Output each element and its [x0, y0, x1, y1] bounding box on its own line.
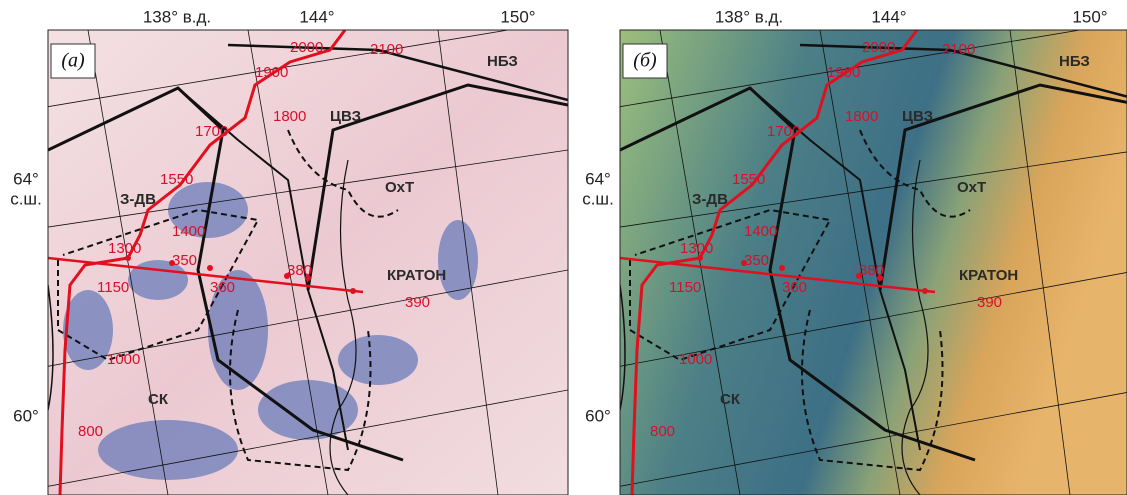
- distance-label: 800: [650, 423, 675, 440]
- region-label: НБЗ: [1059, 53, 1090, 70]
- region-label: ОхТ: [385, 179, 414, 196]
- latitude-label: 64°: [13, 169, 39, 188]
- longitude-label: 144°: [299, 7, 334, 26]
- panel-label: (б): [633, 50, 657, 72]
- distance-label: 1800: [273, 108, 306, 125]
- region-label: ЦВЗ: [330, 108, 361, 125]
- distance-label: 360: [210, 279, 235, 296]
- region-label: З-ДВ: [692, 191, 728, 208]
- profile-point: [922, 288, 928, 294]
- distance-label: 1400: [744, 223, 777, 240]
- distance-label: 1900: [255, 64, 288, 81]
- distance-label: 2100: [942, 41, 975, 58]
- map-panel: НБЗ ЦВЗ ОхТ З-ДВ КРАТОН СК 2000 2100 1900 1800 170…: [28, 20, 568, 495]
- panel-label: (а): [61, 50, 85, 72]
- longitude-label: 150°: [1072, 7, 1107, 26]
- distance-label: 1300: [108, 240, 141, 257]
- distance-label: 1550: [732, 171, 765, 188]
- anomaly: [338, 335, 418, 385]
- distance-label: 1550: [160, 171, 193, 188]
- profile-point: [779, 265, 785, 271]
- region-label: ОхТ: [957, 179, 986, 196]
- distance-label: 800: [78, 423, 103, 440]
- map-panel: НБЗ ЦВЗ ОхТ З-ДВ КРАТОН СК 2000 2100 1900 1800 170…: [600, 20, 1127, 495]
- distance-label: 1900: [827, 64, 860, 81]
- distance-label: 1150: [669, 279, 701, 296]
- longitude-label: 138° в.д.: [143, 7, 211, 26]
- distance-label: 1150: [97, 279, 129, 296]
- longitude-label: 150°: [500, 7, 535, 26]
- region-label: СК: [720, 391, 741, 408]
- region-label: КРАТОН: [959, 267, 1018, 284]
- anomaly: [98, 420, 238, 480]
- latitude-label: 64°: [585, 169, 611, 188]
- distance-label: 380: [859, 262, 884, 279]
- region-label: З-ДВ: [120, 191, 156, 208]
- anomaly: [258, 380, 358, 440]
- latitude-label: с.ш.: [582, 189, 614, 208]
- distance-label: 1700: [195, 123, 228, 140]
- distance-label: 380: [287, 262, 312, 279]
- figure: НБЗ ЦВЗ ОхТ З-ДВ КРАТОН СК 2000 2100 1900 1800 170…: [0, 0, 1127, 495]
- latitude-label: 60°: [585, 406, 611, 425]
- distance-label: 1300: [680, 240, 713, 257]
- distance-label: 1000: [679, 351, 712, 368]
- region-label: КРАТОН: [387, 267, 446, 284]
- distance-label: 1700: [767, 123, 800, 140]
- distance-label: 2100: [370, 41, 403, 58]
- distance-label: 1400: [172, 223, 205, 240]
- distance-label: 390: [977, 294, 1002, 311]
- profile-point: [207, 265, 213, 271]
- region-label: НБЗ: [487, 53, 518, 70]
- distance-label: 350: [172, 252, 197, 269]
- distance-label: 390: [405, 294, 430, 311]
- region-label: СК: [148, 391, 169, 408]
- distance-label: 360: [782, 279, 807, 296]
- distance-label: 1800: [845, 108, 878, 125]
- distance-label: 2000: [862, 39, 895, 56]
- profile-point: [350, 288, 356, 294]
- distance-label: 2000: [290, 39, 323, 56]
- distance-label: 1000: [107, 351, 140, 368]
- longitude-label: 138° в.д.: [715, 7, 783, 26]
- longitude-label: 144°: [871, 7, 906, 26]
- latitude-label: с.ш.: [10, 189, 42, 208]
- latitude-label: 60°: [13, 406, 39, 425]
- region-label: ЦВЗ: [902, 108, 933, 125]
- distance-label: 350: [744, 252, 769, 269]
